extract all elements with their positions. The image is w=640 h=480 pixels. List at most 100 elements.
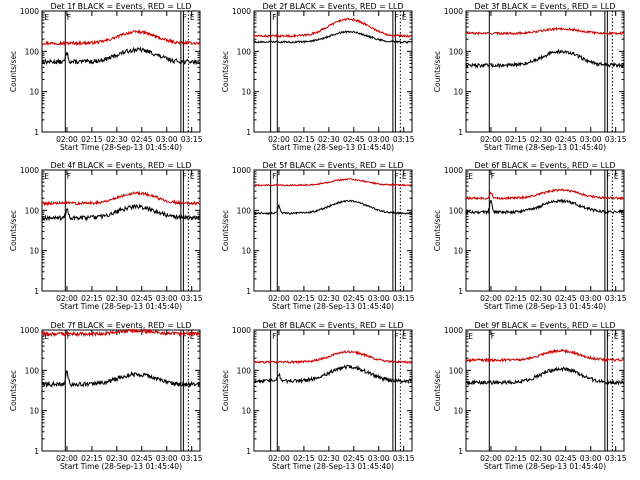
- panel-title: Det 6f BLACK = Events, RED = LLD: [474, 161, 615, 170]
- y-tick-label: 1000: [444, 166, 463, 175]
- y-tick-label: 100: [449, 366, 464, 375]
- y-tick-label: 1000: [444, 7, 463, 16]
- x-tick-label: 02:30: [318, 454, 340, 463]
- y-tick-label: 10: [241, 247, 251, 256]
- panel-det-3: Det 3f BLACK = Events, RED = LLD 1 10 100 10…: [433, 2, 627, 152]
- y-axis-label: Counts/sec: [221, 370, 230, 411]
- x-tick-label: 02:45: [131, 294, 153, 303]
- y-tick-label: 1: [34, 287, 39, 296]
- lld-series-line: [465, 348, 625, 364]
- marker-label-f: F: [606, 172, 610, 181]
- y-tick-label: 100: [237, 366, 252, 375]
- lld-series-line: [41, 327, 201, 338]
- panel-title: Det 4f BLACK = Events, RED = LLD: [50, 161, 191, 170]
- x-tick-label: 02:30: [530, 454, 552, 463]
- x-axis-label: Start Time (28-Sep-13 01:45:40): [60, 462, 182, 471]
- y-tick-label: 10: [29, 407, 39, 416]
- events-series-line: [41, 46, 201, 66]
- y-tick-label: 1: [458, 128, 463, 137]
- x-tick-label: 03:15: [393, 135, 415, 144]
- panel-title: Det 9f BLACK = Events, RED = LLD: [474, 321, 615, 330]
- x-tick-label: 03:15: [393, 294, 415, 303]
- y-tick-label: 1: [246, 447, 251, 456]
- y-tick-label: 1: [458, 447, 463, 456]
- y-tick-label: 10: [29, 88, 39, 97]
- y-tick-label: 100: [237, 206, 252, 215]
- marker-label-e: E: [190, 13, 195, 22]
- x-tick-label: 02:45: [343, 294, 365, 303]
- x-tick-label: 02:15: [505, 294, 527, 303]
- y-tick-label: 1000: [232, 7, 251, 16]
- x-tick-label: 02:00: [56, 294, 78, 303]
- marker-label-f: F: [394, 172, 398, 181]
- x-tick-label: 02:00: [268, 294, 290, 303]
- x-tick-label: 02:00: [268, 454, 290, 463]
- marker-label-f: F: [182, 13, 186, 22]
- y-tick-label: 1: [246, 287, 251, 296]
- marker-label-e: E: [402, 172, 407, 181]
- x-tick-label: 03:15: [181, 294, 203, 303]
- x-tick-label: 02:15: [81, 294, 103, 303]
- x-tick-label: 03:00: [156, 454, 178, 463]
- y-axis-label: Counts/sec: [433, 51, 442, 92]
- events-series-line: [465, 48, 625, 69]
- marker-label-f: F: [491, 332, 495, 341]
- x-tick-label: 02:00: [480, 294, 502, 303]
- marker-label-f: F: [67, 13, 71, 22]
- x-axis-label: Start Time (28-Sep-13 01:45:40): [484, 143, 606, 152]
- lld-series-line: [41, 190, 201, 207]
- x-tick-label: 02:30: [530, 135, 552, 144]
- x-tick-label: 02:15: [505, 454, 527, 463]
- marker-label-f: F: [394, 332, 398, 341]
- marker-label-e: E: [614, 332, 619, 341]
- x-tick-label: 02:45: [131, 135, 153, 144]
- x-tick-label: 02:45: [555, 454, 577, 463]
- y-tick-label: 1: [458, 287, 463, 296]
- x-tick-label: 02:45: [131, 454, 153, 463]
- marker-label-f: F: [67, 332, 71, 341]
- y-tick-label: 10: [453, 407, 463, 416]
- x-tick-label: 02:30: [318, 294, 340, 303]
- marker-label-e: E: [402, 13, 407, 22]
- x-tick-label: 02:45: [343, 454, 365, 463]
- y-tick-label: 10: [453, 88, 463, 97]
- lld-series-line: [465, 26, 625, 36]
- marker-label-e: E: [44, 172, 49, 181]
- marker-label-f: F: [182, 332, 186, 341]
- x-tick-label: 02:15: [505, 135, 527, 144]
- x-tick-label: 03:00: [368, 294, 390, 303]
- panel-det-6: Det 6f BLACK = Events, RED = LLD 1 10 100 10…: [433, 161, 627, 311]
- marker-label-f: F: [182, 172, 186, 181]
- marker-label-e: E: [402, 332, 407, 341]
- events-series-line: [253, 364, 413, 385]
- marker-label-e: E: [44, 13, 49, 22]
- x-tick-label: 03:15: [181, 454, 203, 463]
- events-series-line: [41, 370, 201, 388]
- events-series-line: [41, 203, 200, 222]
- x-tick-label: 02:45: [555, 294, 577, 303]
- x-tick-label: 02:15: [81, 454, 103, 463]
- y-tick-label: 100: [449, 47, 464, 56]
- panel-title: Det 7f BLACK = Events, RED = LLD: [50, 321, 191, 330]
- y-tick-label: 1000: [232, 326, 251, 335]
- x-tick-label: 02:00: [480, 454, 502, 463]
- marker-label-e: E: [468, 332, 473, 341]
- x-axis-label: Start Time (28-Sep-13 01:45:40): [60, 143, 182, 152]
- y-axis-label: Counts/sec: [433, 210, 442, 251]
- marker-label-f: F: [272, 13, 276, 22]
- x-tick-label: 02:45: [555, 135, 577, 144]
- x-axis-label: Start Time (28-Sep-13 01:45:40): [484, 302, 606, 311]
- y-tick-label: 100: [449, 206, 464, 215]
- marker-label-f: F: [491, 172, 495, 181]
- panel-title: Det 2f BLACK = Events, RED = LLD: [262, 2, 403, 11]
- x-tick-label: 02:30: [106, 454, 128, 463]
- y-axis-label: Counts/sec: [9, 51, 18, 92]
- y-axis-label: Counts/sec: [9, 370, 18, 411]
- panel-det-9: Det 9f BLACK = Events, RED = LLD 1 10 100 10…: [433, 321, 627, 471]
- x-tick-label: 02:15: [81, 135, 103, 144]
- events-series-line: [253, 30, 413, 44]
- x-tick-label: 03:00: [368, 135, 390, 144]
- panel-det-1: Det 1f BLACK = Events, RED = LLD 1 10 100 10…: [9, 2, 203, 152]
- x-tick-label: 02:00: [268, 135, 290, 144]
